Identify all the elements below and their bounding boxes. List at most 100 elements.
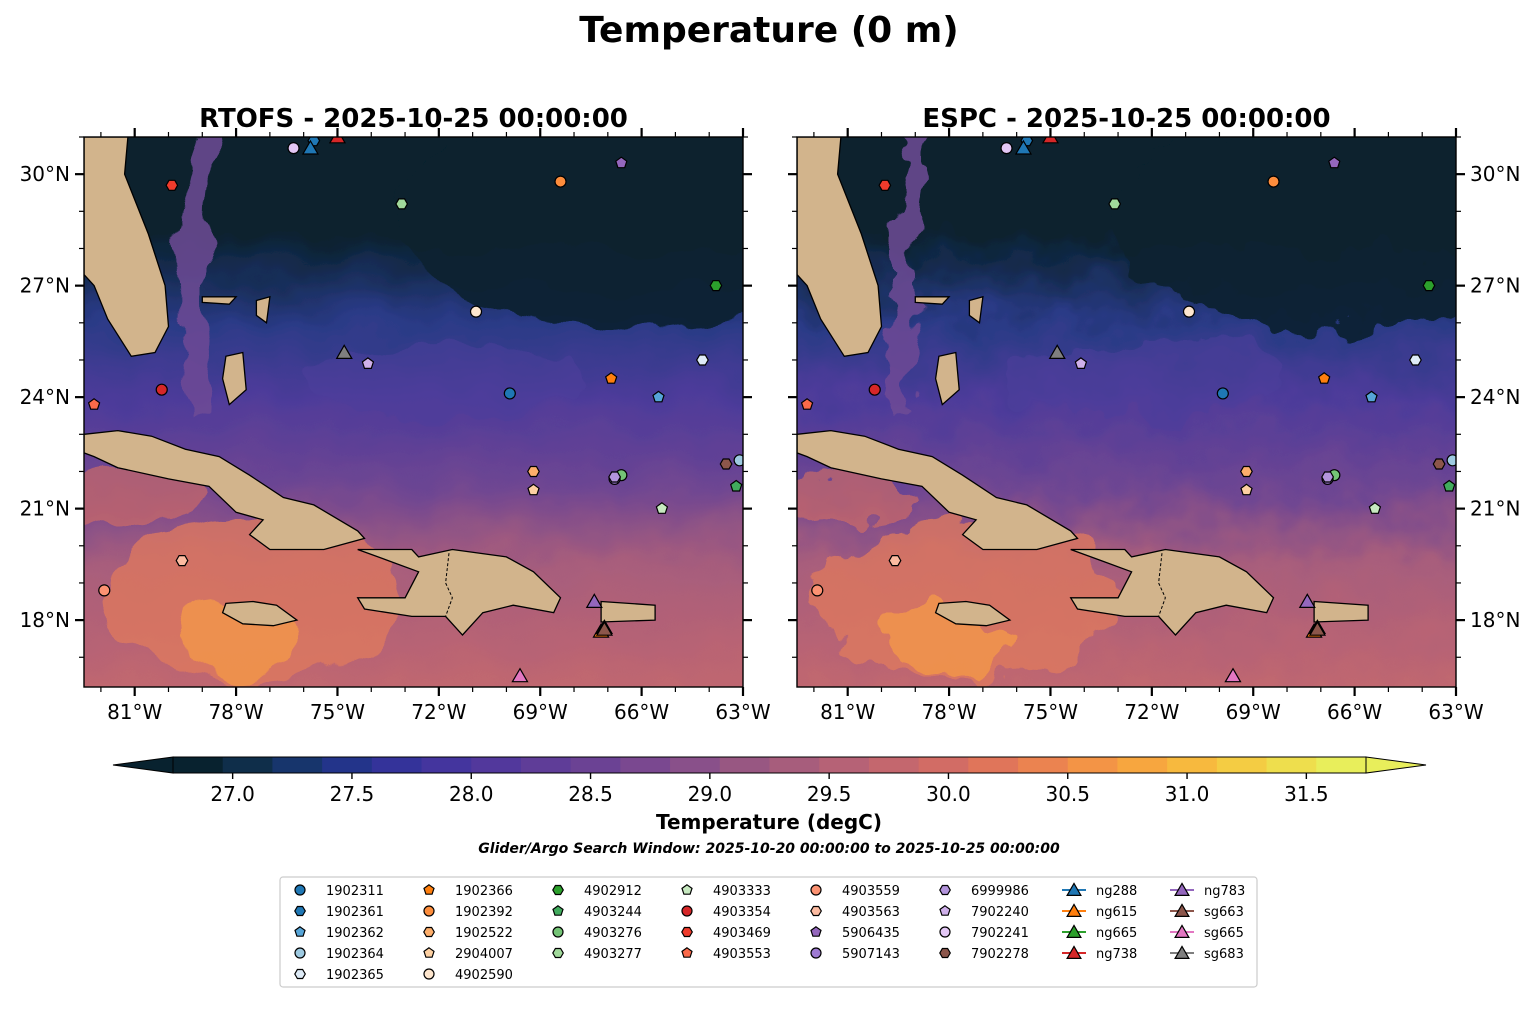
marker-1902362 [1365,390,1378,403]
legend-item-7902278: 7902278 [939,947,1029,962]
marker-sg665 [511,667,529,683]
legend-label: 1902361 [326,905,384,920]
legend-label: 5906435 [842,926,900,941]
x-tick-label: 81°W [820,700,875,724]
x-tick-label: 63°W [1428,700,1483,724]
land-florida [797,137,883,358]
colorbar-tick-label: 29.0 [688,782,733,806]
x-tick-label: 78°W [921,700,976,724]
legend-label: 4903354 [713,905,771,920]
land-gbi [914,296,951,305]
colorbar-tick-label: 27.0 [210,782,255,806]
y-tick-label: 18°N [1470,608,1520,632]
marker-4903563 [888,554,902,567]
legend-marker [423,968,435,980]
marker-1902364 [733,454,743,467]
colorbar-tick-label: 27.5 [330,782,375,806]
colorbar-extend-high [1365,756,1427,774]
colorbar-bin [1167,757,1218,773]
colorbar-bin [1216,757,1268,773]
legend-label: 6999986 [971,884,1029,899]
y-tick-label: 21°N [1470,497,1520,521]
legend-item-4903354: 4903354 [681,905,771,920]
legend-label: 1902392 [455,905,513,920]
legend-marker [1066,945,1082,960]
marker-4903563 [175,554,189,567]
marker-4903277 [1108,198,1122,210]
colorbar-tick-label: 29.5 [807,782,852,806]
legend-item-4903244: 4903244 [552,905,642,920]
legend-item-5906435: 5906435 [810,926,900,941]
legend-label: 1902362 [326,926,384,941]
legend-marker [681,884,693,895]
marker-4902912 [1422,280,1436,292]
marker-4903244 [729,479,743,492]
legend-label: 4903559 [842,884,900,899]
land-cuba [797,429,1079,551]
colorbar-bin [918,757,969,773]
search-window-caption: Glider/Argo Search Window: 2025-10-20 00… [478,841,1060,857]
legend-marker [939,905,951,916]
legend-item-sg663: sg663 [1170,903,1244,920]
colorbar-tick-label: 30.5 [1045,782,1090,806]
legend-marker [1066,903,1082,918]
land-jamaica [934,600,1012,627]
marker-1902392 [1267,175,1280,188]
legend-marker [294,926,306,937]
marker-4903559 [98,584,111,597]
legend-item-ng783: ng783 [1170,882,1245,899]
y-tick-label: 24°N [1470,385,1520,409]
legend-item-4903563: 4903563 [810,905,900,920]
x-tick-label: 63°W [715,700,770,724]
legend-marker [552,926,564,938]
legend-label: 7902241 [971,926,1029,941]
land-abaco [968,295,984,324]
legend-marker [423,947,435,958]
marker-1902365 [696,354,709,366]
land-florida [84,137,170,358]
land-hispaniola [1069,548,1275,636]
panel-title: ESPC - 2025-10-25 00:00:00 [922,104,1330,134]
land-jamaica [221,600,299,627]
land-puerto [600,600,656,623]
legend-marker [1174,924,1190,939]
marker-4903354 [155,383,168,396]
colorbar-tick-label: 28.0 [449,782,494,806]
colorbar-bin [471,757,522,773]
marker-ng738 [328,137,347,144]
legend-item-4903553: 4903553 [681,947,771,962]
marker-legend: 1902311 1902361 1902362 1902364 1902365 19023… [279,876,1258,988]
legend-item-1902362: 1902362 [294,926,384,941]
x-tick-label: 66°W [1327,700,1382,724]
legend-marker [1174,903,1190,918]
legend-marker [294,884,306,896]
legend-label: 7902240 [971,905,1029,920]
border-line [1158,553,1166,617]
map-panel-rtofs: RTOFS - 2025-10-25 00:00:00 81°W 78°W 75°W 7… [20,104,771,724]
y-tick-label: 24°N [20,385,70,409]
figure-title: Temperature (0 m) [579,10,958,51]
legend-item-4903469: 4903469 [681,926,771,941]
legend-item-1902364: 1902364 [294,947,384,962]
legend-marker [1174,945,1190,960]
marker-4903553 [87,398,101,410]
land-hispaniola [356,548,562,636]
legend-label: 5907143 [842,947,900,962]
y-tick-label: 21°N [20,497,70,521]
legend-item-1902311: 1902311 [294,884,384,899]
legend-marker [810,947,822,959]
legend-label: ng288 [1096,884,1137,899]
colorbar-bin [1266,757,1317,773]
legend-item-ng288: ng288 [1062,882,1137,899]
marker-4902590 [1182,305,1196,318]
marker-7902240 [1074,357,1088,369]
panel-frame [796,136,1457,688]
colorbar-bin [570,757,621,773]
marker-ng738 [1041,137,1060,144]
legend-label: sg665 [1204,926,1244,941]
legend-label: ng783 [1204,884,1245,899]
legend-item-ng738: ng738 [1062,945,1137,962]
land-cuba [84,429,366,551]
marker-7902241 [287,142,300,155]
legend-marker [1066,924,1082,939]
